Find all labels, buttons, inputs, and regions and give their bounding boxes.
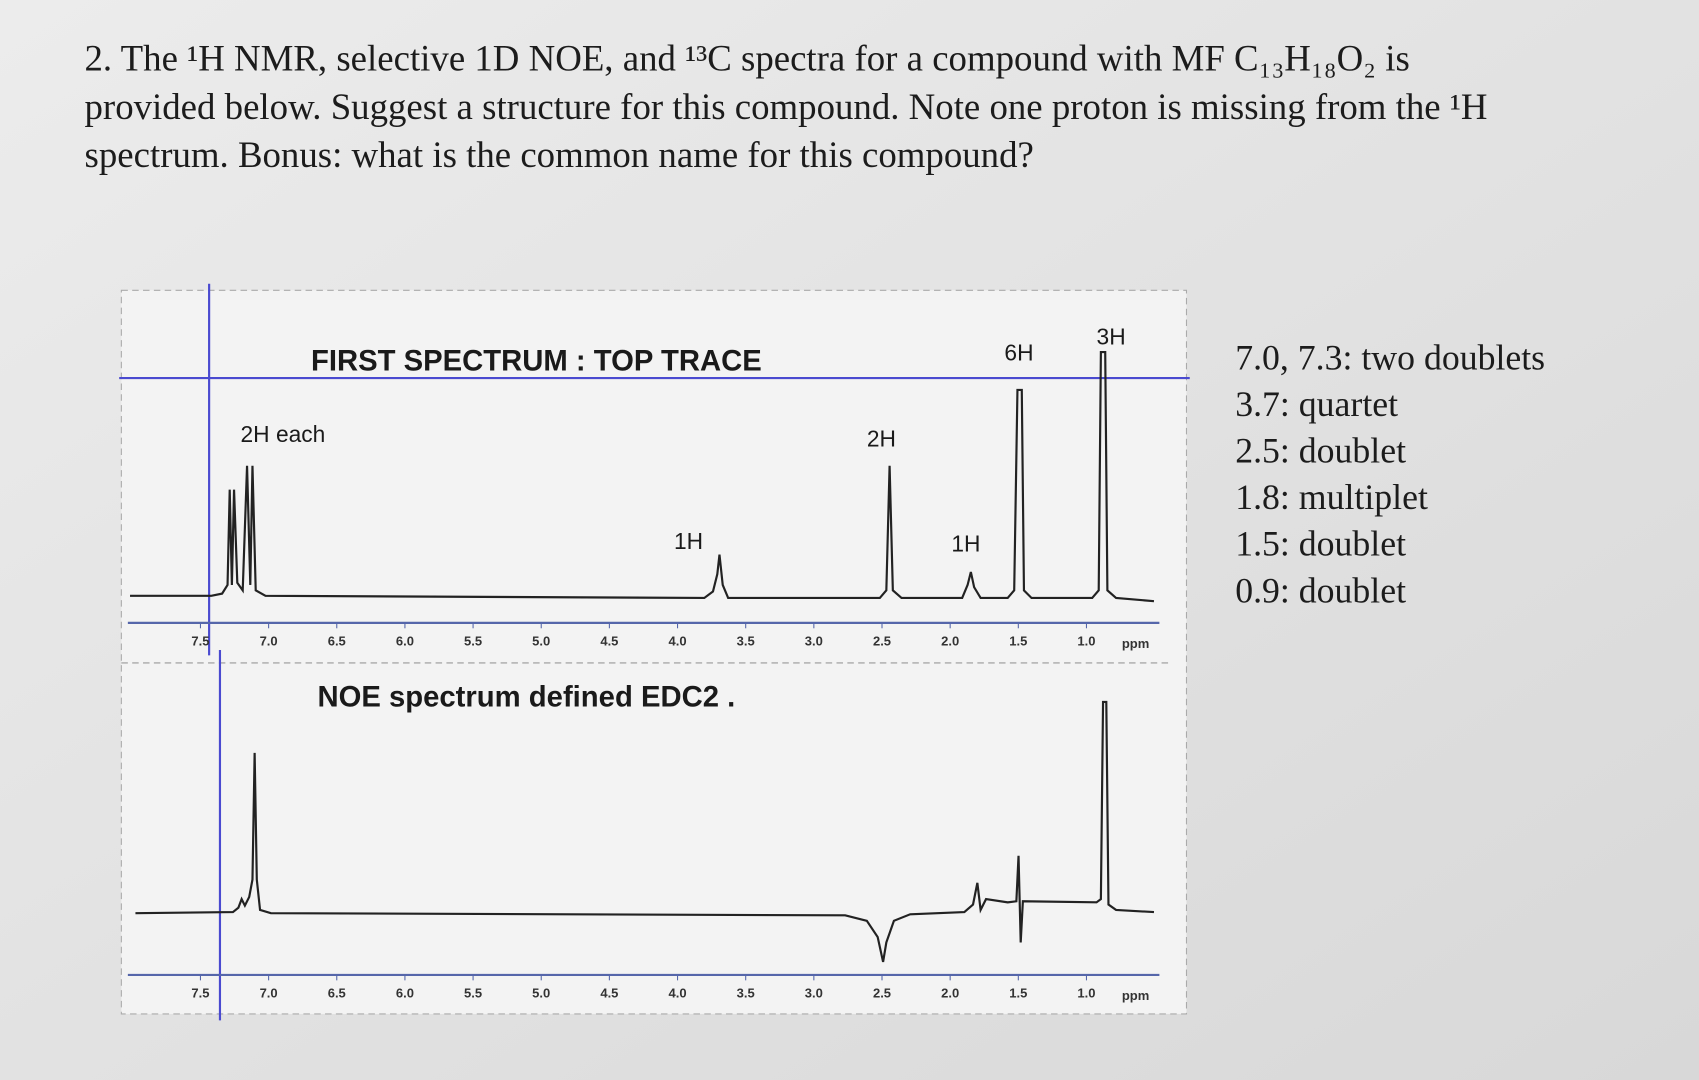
axis-unit: ppm <box>1122 636 1149 651</box>
note-line: 3.7: quartet <box>1235 384 1398 424</box>
tick-label: 5.5 <box>464 986 482 1001</box>
tick-label: 6.0 <box>396 986 414 1001</box>
tick-label: 7.5 <box>191 634 209 649</box>
axis-unit: ppm <box>1122 988 1149 1003</box>
question-line: 2. The ¹H NMR, selective 1D NOE, and ¹³C… <box>85 37 1410 78</box>
tick-label: 7.0 <box>260 986 278 1001</box>
note-line: 0.9: doublet <box>1235 570 1406 610</box>
tick-label: 4.5 <box>600 634 618 649</box>
spectrum-frame <box>120 289 1188 1015</box>
tick-label: 7.0 <box>260 634 278 649</box>
tick-label: 3.0 <box>805 634 823 649</box>
tick-label: 5.0 <box>532 986 550 1001</box>
peak-label: 3H <box>1097 323 1126 349</box>
spectrum-title: FIRST SPECTRUM : TOP TRACE <box>311 345 762 377</box>
peak-label: 6H <box>1004 340 1033 366</box>
tick-label: 1.5 <box>1009 634 1027 649</box>
note-line: 7.0, 7.3: two doublets <box>1235 337 1545 377</box>
tick-label: 5.5 <box>464 634 482 649</box>
tick-label: 2.5 <box>873 986 891 1001</box>
tick-label: 5.0 <box>532 634 550 649</box>
note-line: 2.5: doublet <box>1235 431 1406 471</box>
tick-label: 4.5 <box>600 986 618 1001</box>
tick-label: 4.0 <box>669 634 687 649</box>
spectrum-title: NOE spectrum defined EDC2 . <box>317 681 735 713</box>
tick-label: 6.5 <box>328 986 346 1001</box>
tick-label: 3.5 <box>737 986 755 1001</box>
tick-label: 6.0 <box>396 634 414 649</box>
tick-label: 3.0 <box>805 986 823 1001</box>
tick-label: 1.5 <box>1009 986 1027 1001</box>
spectrum-trace <box>135 700 1155 963</box>
tick-label: 6.5 <box>328 634 346 649</box>
tick-label: 3.5 <box>737 634 755 649</box>
note-line: 1.8: multiplet <box>1235 477 1428 517</box>
tick-label: 1.0 <box>1077 634 1095 649</box>
tick-label: 2.0 <box>941 986 959 1001</box>
peak-label: 2H each <box>241 421 326 447</box>
note-line: 1.5: doublet <box>1235 524 1406 564</box>
tick-label: 7.5 <box>191 986 209 1001</box>
peak-label: 1H <box>951 530 980 556</box>
question-line: provided below. Suggest a structure for … <box>85 86 1488 127</box>
tick-label: 2.5 <box>873 634 891 649</box>
peak-label: 1H <box>674 528 703 554</box>
peak-label: 2H <box>867 425 896 451</box>
spectrum-trace <box>130 350 1155 603</box>
tick-label: 4.0 <box>669 986 687 1001</box>
tick-label: 1.0 <box>1077 986 1095 1001</box>
question-line: spectrum. Bonus: what is the common name… <box>85 134 1034 175</box>
tick-label: 2.0 <box>941 634 959 649</box>
